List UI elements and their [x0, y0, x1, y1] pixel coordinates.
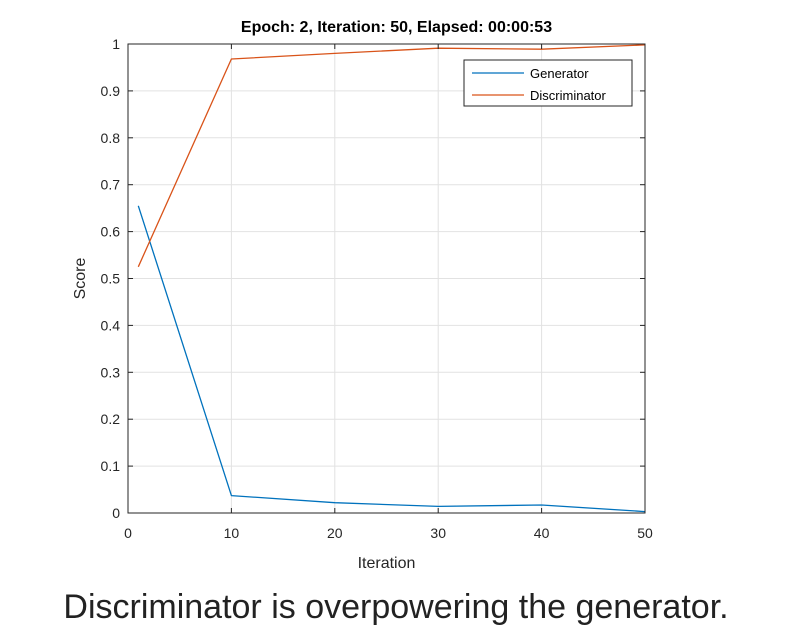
grid	[127, 43, 646, 514]
legend-box	[463, 59, 633, 107]
legend: Generator Discriminator	[463, 59, 633, 107]
y-tick-label: 0.6	[101, 224, 121, 240]
series-layer	[137, 44, 646, 513]
y-tick-label: 0.5	[101, 271, 121, 287]
x-tick-label: 0	[124, 525, 132, 541]
legend-label-generator: Generator	[530, 66, 589, 81]
y-tick-label: 0.2	[101, 411, 121, 427]
x-tick-label: 40	[534, 525, 550, 541]
y-tick-label: 0.4	[101, 317, 121, 333]
y-tick-label: 0.8	[101, 130, 121, 146]
x-tick-label: 10	[224, 525, 240, 541]
y-tick-label: 0.9	[101, 83, 121, 99]
y-tick-label: 0.7	[101, 177, 121, 193]
ticks-layer: 00.10.20.30.40.50.60.70.80.910 10 20 30 40 50	[101, 36, 653, 541]
y-tick-label: 1	[112, 36, 120, 52]
caption: Discriminator is overpowering the genera…	[63, 588, 729, 626]
chart: 00.10.20.30.40.50.60.70.80.910 10 20 30 40 50…	[72, 19, 653, 572]
y-axis-label: Score	[72, 258, 89, 300]
x-tick-label: 30	[430, 525, 446, 541]
x-axis-label: Iteration	[358, 555, 416, 572]
y-tick-label: 0.1	[101, 458, 121, 474]
y-tick-label: 0.3	[101, 364, 121, 380]
x-tick-label: 20	[327, 525, 343, 541]
y-tick-label: 0	[112, 505, 120, 521]
series-line-generator	[137, 205, 646, 513]
series-line-discriminator	[137, 44, 646, 268]
legend-label-discriminator: Discriminator	[530, 88, 607, 103]
chart-title: Epoch: 2, Iteration: 50, Elapsed: 00:00:…	[241, 19, 552, 36]
x-tick-label: 50	[637, 525, 653, 541]
